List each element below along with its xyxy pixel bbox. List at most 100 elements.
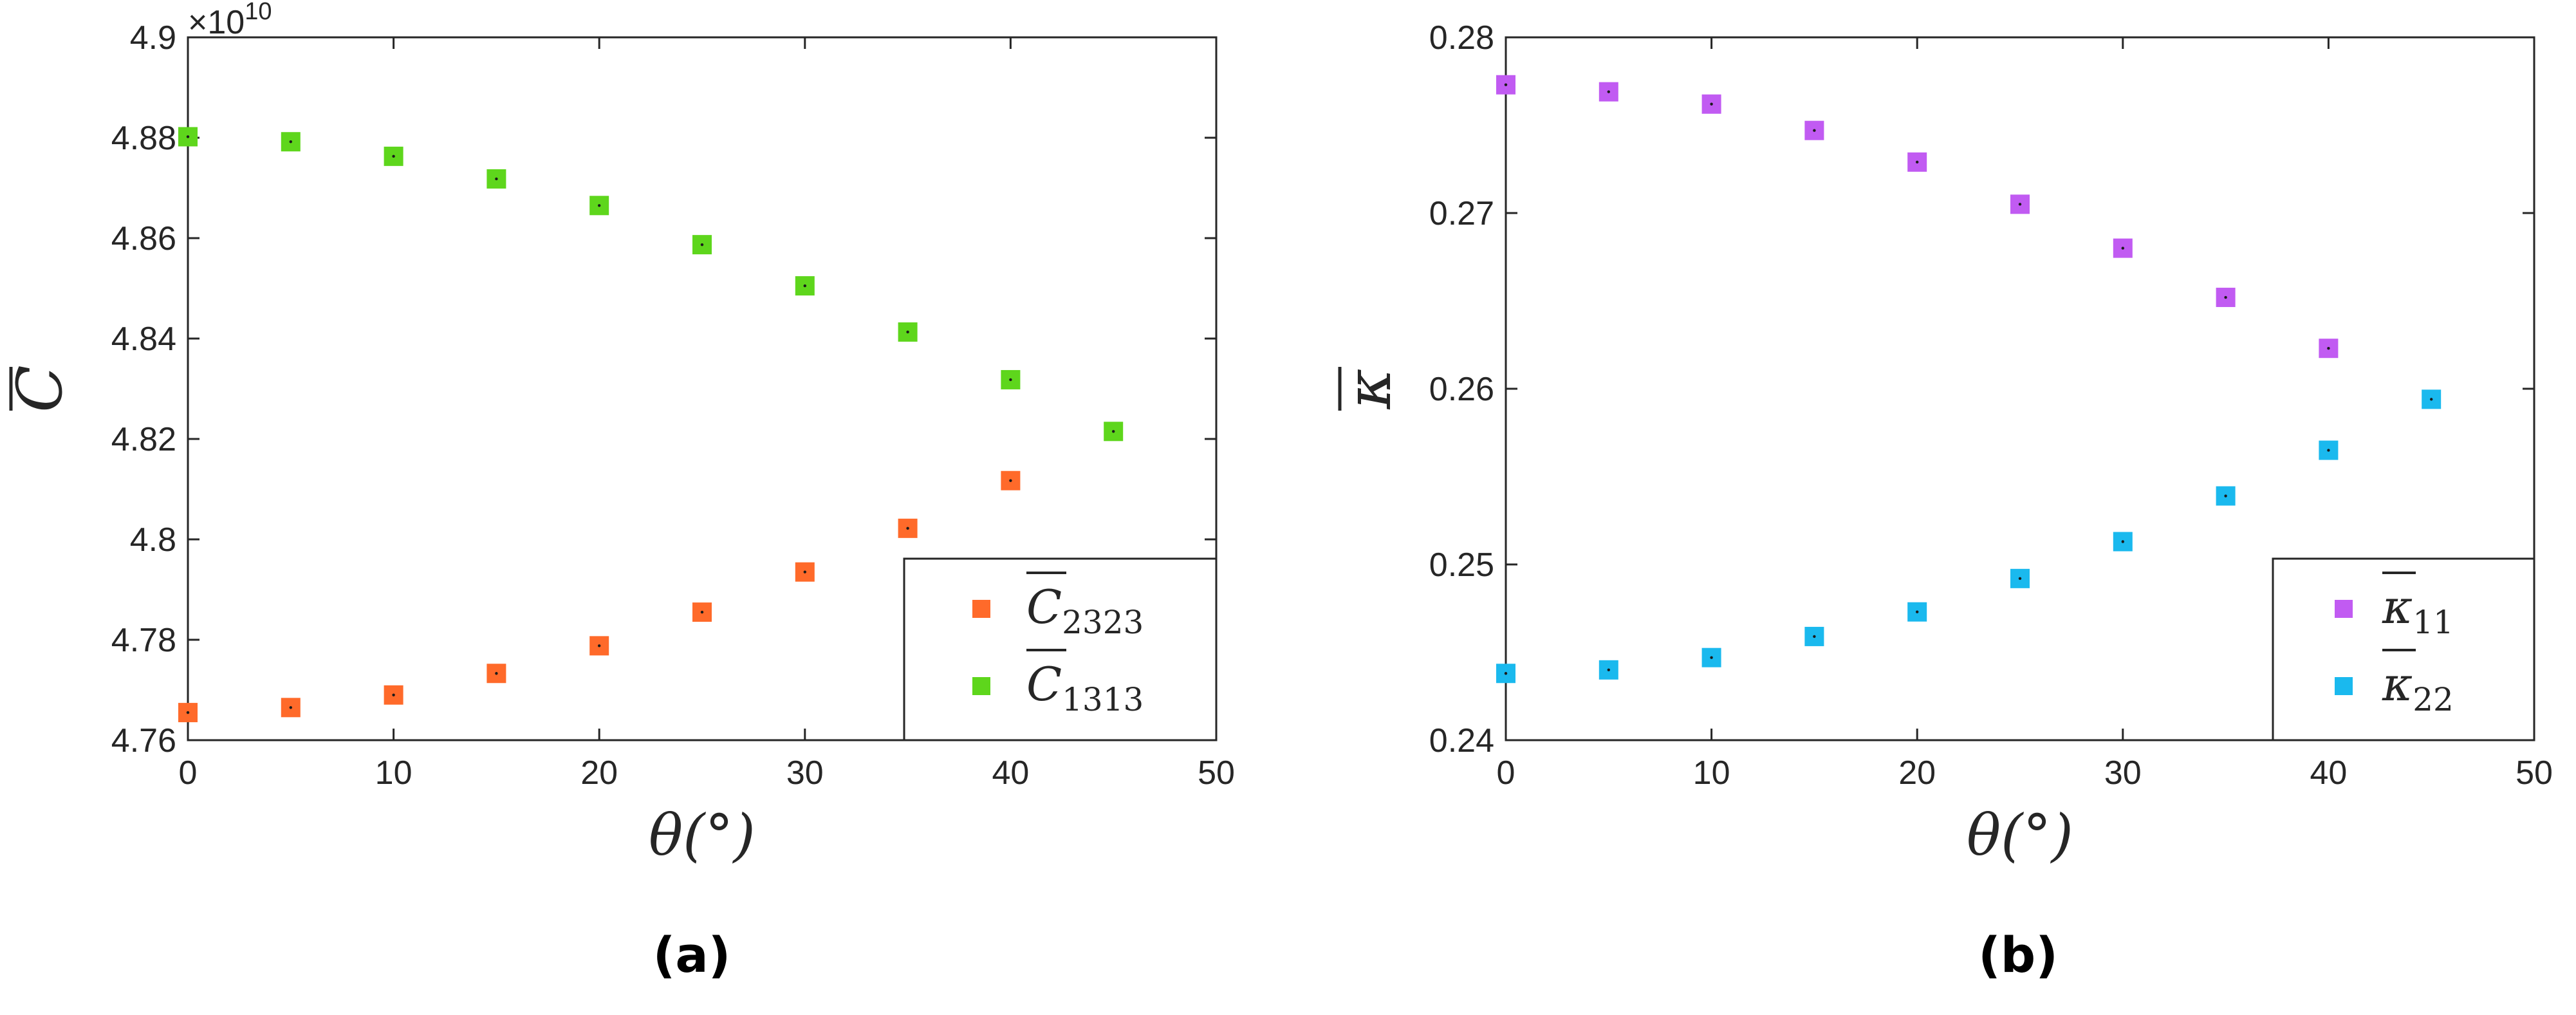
x-tick-label: 40 <box>992 754 1029 792</box>
series-1 <box>178 127 1124 442</box>
exponent-power: 10 <box>245 0 272 25</box>
data-point-dot <box>2430 398 2433 401</box>
data-point-dot <box>1112 430 1115 433</box>
y-tick-label: 4.76 <box>111 722 176 759</box>
legend-label: C1313 <box>1026 657 1144 718</box>
x-tick-label: 40 <box>2310 754 2347 792</box>
data-point-dot <box>2121 247 2124 250</box>
chart-panel-b: 0 10 20 30 40 500.240.250.260.270.28θ(°)κκ11κ… <box>1333 19 2553 983</box>
data-point-dot <box>1009 378 1012 382</box>
y-tick-label: 0.24 <box>1429 722 1494 759</box>
series-0 <box>178 470 1021 723</box>
y-axis-label-group: C <box>4 365 76 412</box>
data-point-dot <box>906 526 909 530</box>
x-tick-label: 50 <box>2516 754 2553 792</box>
data-point-dot <box>495 177 498 181</box>
legend-subscript: 2323 <box>1062 604 1144 641</box>
x-tick-label: 10 <box>1693 754 1730 792</box>
data-point-dot <box>289 140 292 144</box>
data-point-dot <box>1009 479 1012 482</box>
data-point-dot <box>392 154 395 158</box>
exponent-base: ×10 <box>188 4 245 41</box>
x-tick-label: 10 <box>375 754 412 792</box>
data-point-dot <box>598 204 601 207</box>
data-point-dot <box>1504 672 1508 675</box>
data-point-dot <box>186 135 190 138</box>
legend-subscript: 11 <box>2413 604 2454 641</box>
legend-symbol: C <box>1026 657 1062 711</box>
data-point-dot <box>2224 494 2227 498</box>
legend-subscript: 1313 <box>1062 681 1144 718</box>
legend-symbol: κ <box>2382 657 2413 711</box>
legend-symbol: κ <box>2382 580 2413 634</box>
data-point-dot <box>1710 102 1713 106</box>
y-tick-label: 0.25 <box>1429 546 1494 584</box>
data-point-dot <box>2327 449 2330 452</box>
data-point-dot <box>1916 160 1919 164</box>
data-point-dot <box>700 610 704 614</box>
data-point-dot <box>1607 90 1610 93</box>
y-tick-label: 4.82 <box>111 421 176 458</box>
y-tick-label: 4.88 <box>111 120 176 157</box>
y-axis-label: κ <box>1333 369 1405 410</box>
y-tick-label: 4.86 <box>111 220 176 257</box>
data-point-dot <box>2224 295 2227 299</box>
legend-subscript: 22 <box>2413 681 2454 718</box>
data-point-dot <box>186 711 190 714</box>
y-exponent-label: ×1010 <box>188 0 272 41</box>
panel-caption: (a) <box>653 926 731 983</box>
legend-label: C2323 <box>1026 580 1144 641</box>
x-axis-label: θ(°) <box>1967 802 2073 868</box>
legend-label: κ22 <box>2382 657 2454 718</box>
series-1 <box>1496 389 2442 684</box>
legend-label: κ11 <box>2382 580 2454 641</box>
y-tick-label: 0.27 <box>1429 195 1494 232</box>
y-tick-label: 4.78 <box>111 622 176 659</box>
data-point-dot <box>598 644 601 647</box>
data-point-dot <box>2018 203 2022 206</box>
panel-caption: (b) <box>1978 926 2058 983</box>
data-point-dot <box>803 570 807 573</box>
x-tick-label: 0 <box>1497 754 1515 792</box>
series-0 <box>1496 75 2339 359</box>
data-point-dot <box>289 706 292 709</box>
data-point-dot <box>2018 577 2022 581</box>
y-axis-label-group: κ <box>1333 367 1405 411</box>
x-tick-label: 0 <box>179 754 198 792</box>
x-tick-label: 30 <box>786 754 824 792</box>
legend-marker <box>972 600 990 618</box>
legend-marker <box>2335 677 2353 695</box>
data-point-dot <box>2121 540 2124 543</box>
y-tick-label: 4.8 <box>130 521 176 559</box>
x-tick-label: 20 <box>1898 754 1936 792</box>
data-point-dot <box>495 672 498 675</box>
data-point-dot <box>700 243 704 247</box>
chart-panel-a: 0 10 20 30 40 50 4.76 4.78 4.8 4.82 4.84 4.86 4.88 4.… <box>4 0 1235 983</box>
y-tick-label: 4.84 <box>111 321 176 358</box>
y-tick-label: 0.26 <box>1429 371 1494 408</box>
y-tick-label: 4.9 <box>130 19 176 57</box>
data-point-dot <box>1504 83 1508 86</box>
data-point-dot <box>906 330 909 334</box>
x-tick-label: 50 <box>1198 754 1235 792</box>
data-point-dot <box>1916 610 1919 613</box>
data-point-dot <box>1813 635 1816 638</box>
data-point-dot <box>1813 129 1816 132</box>
data-point-dot <box>1607 668 1610 672</box>
data-point-dot <box>1710 656 1713 659</box>
axes-box <box>187 36 1218 741</box>
data-point-dot <box>392 693 395 697</box>
legend-marker <box>2335 600 2353 618</box>
y-tick-label: 0.28 <box>1429 19 1494 57</box>
x-tick-label: 30 <box>2104 754 2142 792</box>
x-tick-label: 20 <box>580 754 618 792</box>
data-point-dot <box>2327 347 2330 350</box>
data-point-dot <box>803 284 807 288</box>
legend-symbol: C <box>1026 580 1062 634</box>
legend-marker <box>972 677 990 695</box>
y-axis-label: C <box>4 365 76 412</box>
x-axis-label: θ(°) <box>649 802 755 868</box>
